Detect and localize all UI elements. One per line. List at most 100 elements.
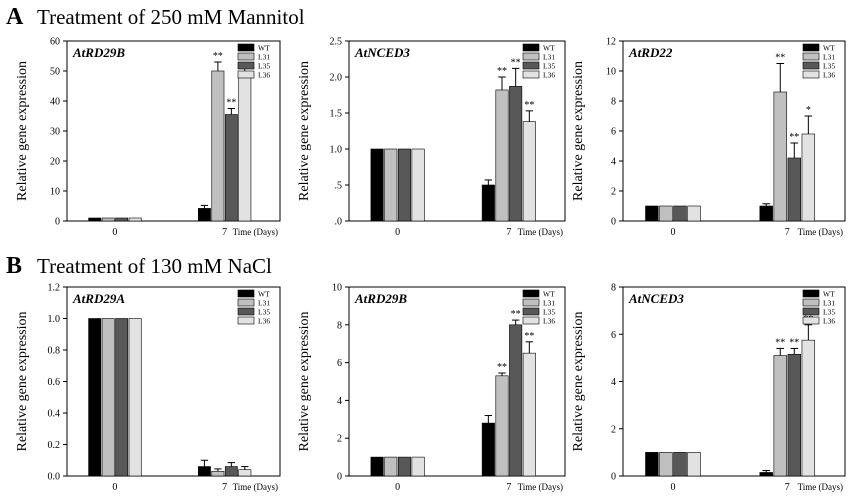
legend-label: L36 <box>823 71 835 80</box>
legend-swatch-l36 <box>237 70 255 79</box>
y-tick-label: 0.8 <box>48 346 61 357</box>
plot-frame <box>348 286 566 477</box>
chart-nacl-atrd29b: 0 2 4 6 8 10 Relative gene expression AtRD29B 0 *… <box>297 283 566 493</box>
y-tick-label: 1.0 <box>48 314 61 325</box>
y-tick-label: 4 <box>611 157 616 168</box>
legend-swatch-l36 <box>802 316 820 325</box>
significance-mark: ** <box>789 132 799 143</box>
x-category-label: 0 <box>670 227 675 238</box>
gene-name: AtNCED3 <box>354 45 410 60</box>
bar-wt <box>370 456 384 477</box>
y-tick-label: 0.0 <box>48 472 61 483</box>
legend-swatch-l36 <box>802 70 820 79</box>
legend-swatch-l36 <box>522 70 540 79</box>
bar-l31 <box>495 89 509 222</box>
legend-label: WT <box>258 44 270 53</box>
legend-label: L31 <box>258 53 270 62</box>
bar-l31 <box>773 355 787 477</box>
bar-l36 <box>522 352 536 477</box>
bar-wt <box>481 422 495 477</box>
y-tick-label: 12 <box>606 37 616 48</box>
x-category-label: 0 <box>670 482 675 493</box>
significance-mark: ** <box>226 98 236 109</box>
bar-l31 <box>211 470 225 477</box>
bar-l31 <box>384 148 398 222</box>
y-tick-label: 60 <box>50 37 60 48</box>
legend-swatch-l35 <box>802 61 820 70</box>
bar-l35 <box>673 205 687 222</box>
legend-label: WT <box>543 290 555 299</box>
bar-wt <box>88 217 102 222</box>
y-tick-label: 2 <box>611 424 616 435</box>
bar-l35 <box>224 466 238 477</box>
x-category-label: 0 <box>395 482 400 493</box>
bar-wt <box>370 148 384 222</box>
x-category-label: 7 <box>785 482 790 493</box>
chart-nacl-atrd29a: 0.0 0.2 0.4 0.6 0.8 1.0 1.2 Relative gene expre… <box>15 283 281 493</box>
bar-l36 <box>411 456 425 477</box>
bar-l36 <box>128 318 142 477</box>
legend-swatch-wt <box>522 43 540 52</box>
legend-label: L31 <box>823 53 835 62</box>
legend-label: L35 <box>543 62 555 71</box>
section-a-letter: A <box>6 4 24 30</box>
bar-l35 <box>787 354 801 477</box>
bar-l35 <box>397 456 411 477</box>
y-tick-label: 10 <box>332 283 342 294</box>
bar-wt <box>197 208 211 222</box>
legend-swatch-l31 <box>522 298 540 307</box>
bar-l36 <box>238 469 252 477</box>
bar-l31 <box>495 375 509 477</box>
legend-swatch-l36 <box>237 316 255 325</box>
gene-name: AtRD29B <box>72 45 125 60</box>
bar-wt <box>481 184 495 222</box>
y-tick-label: 2.5 <box>330 37 343 48</box>
significance-mark: ** <box>775 53 785 64</box>
y-tick-label: 6 <box>611 330 616 341</box>
x-axis-label: Time (Days) <box>798 482 843 492</box>
y-tick-label: 50 <box>50 67 60 78</box>
bar-l36 <box>801 133 816 222</box>
y-axis-label: Relative gene expression <box>297 61 312 201</box>
bar-wt <box>88 318 102 477</box>
y-tick-label: 6 <box>611 127 616 138</box>
y-axis-label: Relative gene expression <box>297 312 312 452</box>
significance-mark: ** <box>524 331 534 342</box>
section-a-title: Treatment of 250 mM Mannitol <box>37 5 305 29</box>
section-b-title: Treatment of 130 mM NaCl <box>37 254 272 278</box>
gene-name: AtRD29B <box>354 291 407 306</box>
y-tick-label: 0 <box>55 217 60 228</box>
legend-swatch-l35 <box>522 61 540 70</box>
legend-swatch-l31 <box>802 52 820 61</box>
y-tick-label: 8 <box>611 283 616 294</box>
significance-mark: ** <box>524 100 534 111</box>
legend-swatch-l31 <box>522 52 540 61</box>
bar-l35 <box>115 318 129 477</box>
legend-label: L35 <box>823 62 835 71</box>
bar-l35 <box>115 217 129 222</box>
significance-mark: ** <box>511 57 521 68</box>
x-category-label: 7 <box>222 482 227 493</box>
bar-l31 <box>101 217 115 222</box>
y-tick-label: 20 <box>50 157 60 168</box>
y-tick-label: 30 <box>50 127 60 138</box>
y-tick-label: 2 <box>611 187 616 198</box>
legend-swatch-l35 <box>522 307 540 316</box>
bar-l35 <box>673 452 687 477</box>
y-tick-label: 6 <box>337 358 342 369</box>
x-category-label: 0 <box>112 227 117 238</box>
legend-label: L31 <box>823 299 835 308</box>
legend-label: L35 <box>823 308 835 317</box>
legend-swatch-l31 <box>237 52 255 61</box>
legend-swatch-wt <box>237 289 255 298</box>
significance-mark: ** <box>497 362 507 373</box>
gene-name: AtRD29A <box>72 291 125 306</box>
bar-l36 <box>687 205 701 222</box>
chart-mannitol-atnced3: .0 .5 1.0 1.5 2.0 2.5 Relative gene expression… <box>297 37 566 238</box>
y-tick-label: 4 <box>337 396 342 407</box>
significance-mark: ** <box>775 337 785 348</box>
plot-frame <box>348 40 566 222</box>
bar-wt <box>759 205 773 222</box>
y-tick-label: 0 <box>337 472 342 483</box>
legend-swatch-l35 <box>237 61 255 70</box>
